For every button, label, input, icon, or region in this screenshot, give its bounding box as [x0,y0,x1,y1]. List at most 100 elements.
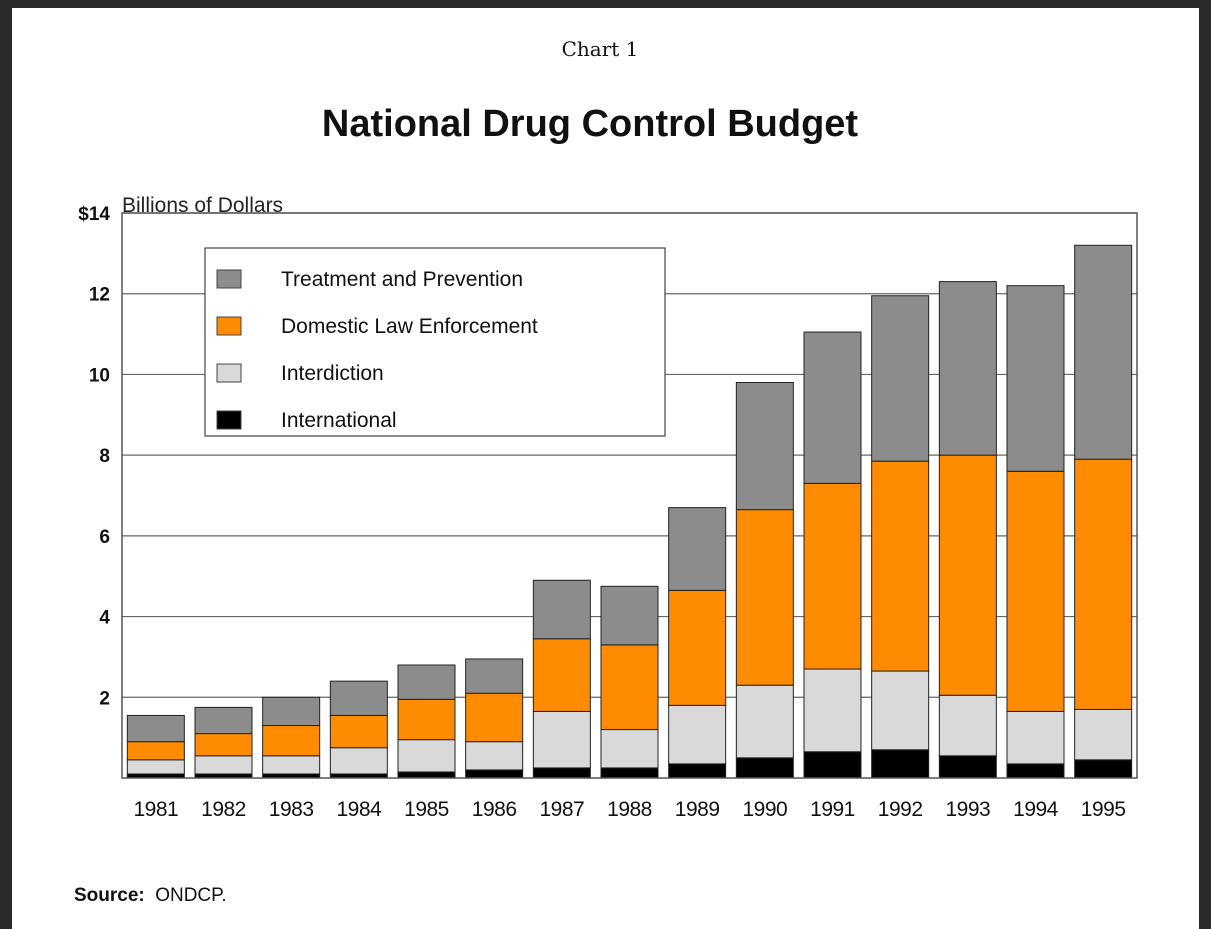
bar-segment-domestic-law-enforcement-1993 [938,454,997,696]
x-tick-label: 1995 [1081,798,1126,821]
y-tick-label: 6 [99,527,110,548]
y-tick-label: $14 [78,204,110,225]
bar-segment-treatment-and-prevention-1983 [262,696,321,727]
x-tick-label: 1983 [269,798,314,821]
y-tick-label: 4 [99,608,110,629]
bar-segment-international-1990 [735,757,794,779]
source-note: Source: ONDCP. [74,885,227,906]
bar-segment-treatment-and-prevention-1994 [1006,285,1065,472]
x-tick-labels: 1981 1982 1983 1984 1985 1986 1987 1988 1989 1990… [133,798,1126,821]
x-tick-label: 1992 [878,798,923,821]
bar-segment-international-1986 [465,769,524,779]
legend-label: Domestic Law Enforcement [281,315,538,338]
bar-segment-interdiction-1990 [735,684,794,759]
bar-segment-domestic-law-enforcement-1986 [465,692,524,743]
bar-segment-domestic-law-enforcement-1988 [600,644,659,731]
bar-segment-treatment-and-prevention-1995 [1074,244,1133,460]
y-tick-label: 2 [99,688,110,709]
bar-segment-domestic-law-enforcement-1991 [803,482,862,670]
legend-swatch [216,269,242,289]
bar-segment-domestic-law-enforcement-1990 [735,509,794,686]
chart-frame: Chart 1 National Drug Control Budget Bil… [12,8,1199,929]
x-tick-label: 1985 [404,798,449,821]
legend-label: Treatment and Prevention [281,268,523,291]
bar-segment-treatment-and-prevention-1993 [938,281,997,456]
x-tick-label: 1981 [133,798,178,821]
y-tick-labels: $14 12 10 8 6 4 2 [78,204,110,709]
legend-label: International [281,409,397,432]
x-tick-label: 1984 [336,798,382,821]
bar-segment-domestic-law-enforcement-1985 [397,698,456,741]
plot-area-border [121,212,1138,779]
x-tick-label: 1988 [607,798,652,821]
bar-segment-interdiction-1983 [262,755,321,775]
y-tick-label: 12 [89,285,110,306]
x-tick-label: 1991 [810,798,855,821]
x-tick-label: 1994 [1013,798,1059,821]
legend: Treatment and Prevention Domestic Law Enf… [204,247,666,437]
budget-chart: Chart 1 National Drug Control Budget Bil… [74,37,1138,906]
chart-title: National Drug Control Budget [322,103,859,145]
bar-segment-treatment-and-prevention-1984 [329,680,388,716]
bar-segment-domestic-law-enforcement-1984 [329,714,388,749]
bar-segment-interdiction-1991 [803,668,862,753]
bar-segment-domestic-law-enforcement-1981 [126,741,185,761]
bar-segment-international-1985 [397,771,456,779]
bar-segment-international-1992 [871,749,930,779]
bar-segment-interdiction-1988 [600,729,659,769]
bar-stacks [126,244,1133,779]
bar-segment-domestic-law-enforcement-1987 [532,638,591,712]
legend-swatch [216,363,242,383]
x-tick-label: 1986 [472,798,517,821]
bar-segment-treatment-and-prevention-1981 [126,714,185,743]
bar-segment-interdiction-1982 [194,755,253,775]
x-tick-label: 1987 [539,798,584,821]
source-label: Source: [74,885,145,906]
bar-segment-domestic-law-enforcement-1983 [262,725,321,757]
x-tick-label: 1989 [675,798,720,821]
bar-segment-international-1988 [600,767,659,779]
bar-segment-treatment-and-prevention-1992 [871,295,930,462]
bar-segment-interdiction-1987 [532,710,591,769]
bar-segment-interdiction-1981 [126,759,185,775]
bar-segment-international-1994 [1006,763,1065,779]
legend-label: Interdiction [281,362,384,385]
bar-segment-interdiction-1994 [1006,710,1065,765]
bar-segment-interdiction-1995 [1074,708,1133,761]
bar-segment-interdiction-1984 [329,747,388,775]
legend-box [204,247,666,437]
bar-segment-domestic-law-enforcement-1989 [668,589,727,706]
chart-supertitle: Chart 1 [562,37,639,61]
x-tick-label: 1990 [742,798,787,821]
bar-segment-interdiction-1989 [668,704,727,765]
bar-segment-domestic-law-enforcement-1994 [1006,470,1065,712]
legend-swatch [216,316,242,336]
x-tick-label: 1993 [945,798,990,821]
bar-segment-international-1991 [803,751,862,779]
bar-segment-domestic-law-enforcement-1982 [194,733,253,757]
bar-segment-interdiction-1986 [465,741,524,771]
bar-segment-international-1987 [532,767,591,779]
bar-segment-treatment-and-prevention-1982 [194,706,253,735]
bar-segment-treatment-and-prevention-1989 [668,507,727,591]
bar-segment-treatment-and-prevention-1991 [803,331,862,484]
bar-segment-treatment-and-prevention-1990 [735,382,794,511]
bar-segment-interdiction-1985 [397,739,456,773]
legend-swatch [216,410,242,430]
bar-segment-international-1995 [1074,759,1133,779]
bar-segment-domestic-law-enforcement-1992 [871,460,930,672]
x-tick-label: 1982 [201,798,246,821]
bar-segment-treatment-and-prevention-1987 [532,579,591,640]
y-axis-label: Billions of Dollars [122,194,283,217]
bar-segment-interdiction-1992 [871,670,930,751]
source-text: ONDCP. [155,885,226,906]
bar-segment-interdiction-1993 [938,694,997,757]
bar-segment-treatment-and-prevention-1985 [397,664,456,700]
bar-segment-treatment-and-prevention-1986 [465,658,524,694]
bar-segment-international-1989 [668,763,727,779]
bar-segment-domestic-law-enforcement-1995 [1074,458,1133,710]
bar-segment-treatment-and-prevention-1988 [600,585,659,646]
y-tick-label: 10 [89,365,110,386]
bar-segment-international-1993 [938,755,997,779]
y-tick-label: 8 [99,446,110,467]
